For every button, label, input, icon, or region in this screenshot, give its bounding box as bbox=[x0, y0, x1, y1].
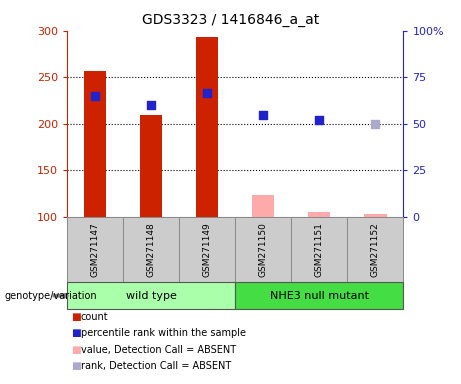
Bar bbox=[235, 217, 291, 282]
Text: count: count bbox=[81, 312, 108, 322]
Bar bbox=[179, 217, 235, 282]
Bar bbox=[196, 37, 218, 217]
Text: GSM271148: GSM271148 bbox=[147, 222, 155, 277]
Text: genotype/variation: genotype/variation bbox=[5, 291, 97, 301]
Text: GSM271149: GSM271149 bbox=[202, 222, 212, 277]
Bar bbox=[67, 217, 123, 282]
Point bbox=[372, 121, 379, 127]
Text: GSM271151: GSM271151 bbox=[315, 222, 324, 277]
Point bbox=[147, 102, 154, 108]
Bar bbox=[235, 282, 403, 309]
Point bbox=[260, 111, 267, 118]
Bar bbox=[347, 217, 403, 282]
Bar bbox=[364, 214, 386, 217]
Text: GSM271152: GSM271152 bbox=[371, 222, 380, 277]
Bar bbox=[291, 217, 347, 282]
Text: rank, Detection Call = ABSENT: rank, Detection Call = ABSENT bbox=[81, 361, 231, 371]
Bar bbox=[140, 114, 162, 217]
Text: wild type: wild type bbox=[125, 291, 177, 301]
Bar bbox=[123, 217, 179, 282]
Point bbox=[203, 90, 211, 96]
Bar bbox=[67, 282, 235, 309]
Text: GDS3323 / 1416846_a_at: GDS3323 / 1416846_a_at bbox=[142, 13, 319, 27]
Text: GSM271147: GSM271147 bbox=[90, 222, 100, 277]
Text: ■: ■ bbox=[71, 312, 81, 322]
Text: GSM271150: GSM271150 bbox=[259, 222, 268, 277]
Bar bbox=[252, 195, 274, 217]
Text: ■: ■ bbox=[71, 328, 81, 338]
Text: percentile rank within the sample: percentile rank within the sample bbox=[81, 328, 246, 338]
Text: ■: ■ bbox=[71, 345, 81, 355]
Bar bbox=[308, 212, 331, 217]
Text: NHE3 null mutant: NHE3 null mutant bbox=[270, 291, 369, 301]
Point bbox=[91, 93, 99, 99]
Text: ■: ■ bbox=[71, 361, 81, 371]
Text: value, Detection Call = ABSENT: value, Detection Call = ABSENT bbox=[81, 345, 236, 355]
Bar bbox=[83, 71, 106, 217]
Point bbox=[315, 117, 323, 123]
